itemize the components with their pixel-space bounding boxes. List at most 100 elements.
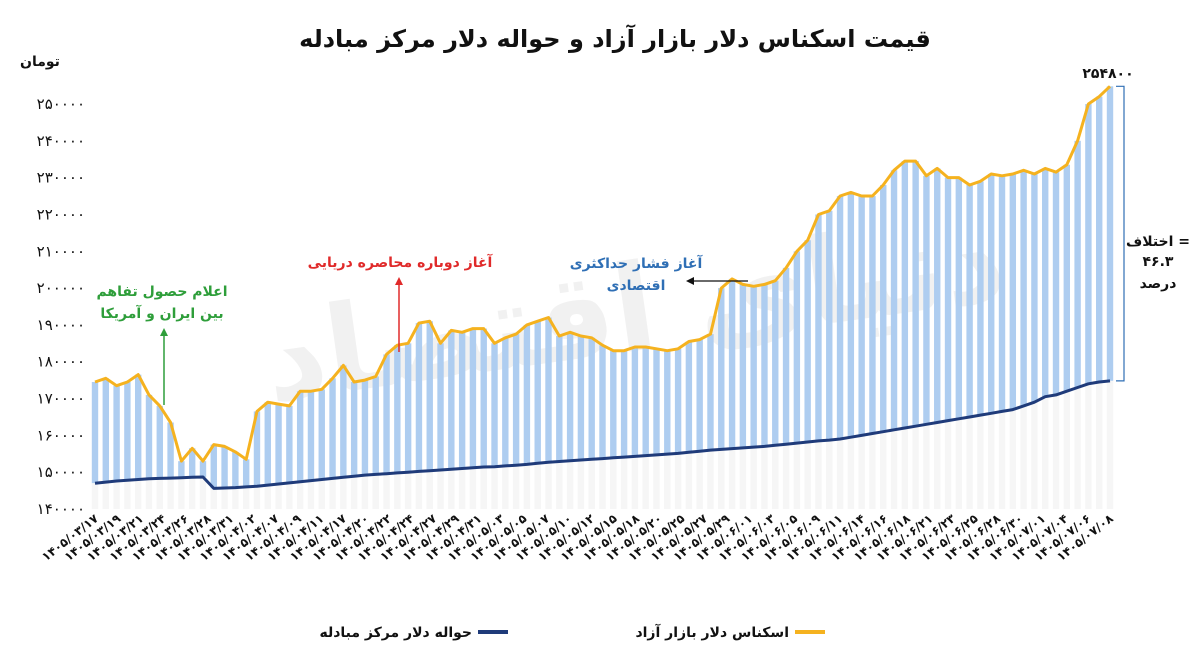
base-bar bbox=[415, 471, 423, 509]
difference-bracket bbox=[1116, 85, 1125, 382]
base-bar bbox=[221, 488, 228, 509]
y-tick-label: ۱۶۰۰۰۰ bbox=[37, 426, 85, 444]
fill-bar bbox=[1031, 173, 1038, 403]
base-bar bbox=[998, 411, 1006, 509]
base-bar bbox=[707, 450, 714, 509]
base-bar bbox=[329, 478, 336, 509]
fill-bar bbox=[156, 405, 163, 479]
annotation-pressure-line2: اقتصادی bbox=[607, 278, 666, 294]
fill-bar bbox=[275, 404, 282, 484]
y-axis: ۱۴۰۰۰۰ ۱۵۰۰۰۰ ۱۶۰۰۰۰ ۱۷۰۰۰۰ ۱۸۰۰۰۰ ۱۹۰۰۰۰ ۲۰۰۰… bbox=[37, 95, 85, 518]
base-bar bbox=[566, 460, 574, 509]
base-bar bbox=[901, 428, 909, 509]
fill-bar bbox=[113, 385, 120, 482]
base-bar bbox=[934, 422, 941, 509]
base-bar bbox=[199, 476, 207, 509]
base-bar bbox=[923, 424, 930, 509]
base-bar bbox=[545, 462, 552, 509]
fill-bar bbox=[1063, 164, 1071, 392]
fill-bar bbox=[145, 394, 153, 479]
fill-bar bbox=[631, 347, 639, 457]
fill-bars-group bbox=[91, 86, 1114, 509]
fill-bar bbox=[307, 391, 315, 481]
fill-bar bbox=[167, 422, 174, 479]
fill-bar bbox=[188, 448, 196, 478]
y-axis-unit-label: تومان bbox=[20, 54, 60, 70]
base-bar bbox=[966, 416, 973, 509]
fill-bar bbox=[955, 177, 963, 419]
base-bar bbox=[1085, 383, 1092, 509]
fill-bar bbox=[502, 337, 509, 466]
agreement-arrowhead bbox=[160, 328, 168, 336]
fill-bar bbox=[394, 345, 401, 473]
fill-bar bbox=[1020, 170, 1027, 406]
base-bar bbox=[372, 474, 379, 509]
fill-bar bbox=[134, 374, 142, 480]
annotation-agreement-line2: بین ایران و آمریکا bbox=[100, 304, 223, 322]
base-bar bbox=[653, 454, 660, 509]
y-tick-label: ۲۵۰۰۰۰ bbox=[37, 95, 85, 113]
fill-bar bbox=[512, 334, 520, 466]
fill-bar bbox=[793, 251, 801, 444]
fill-bar bbox=[1009, 173, 1017, 410]
fill-bar bbox=[685, 341, 693, 453]
fill-bar bbox=[329, 378, 336, 479]
base-bar bbox=[977, 415, 984, 509]
fill-bar bbox=[340, 365, 347, 478]
base-bar bbox=[491, 466, 498, 509]
annotation-pressure-line1: آغاز فشار حداکثری bbox=[570, 254, 704, 272]
base-bar bbox=[145, 478, 153, 509]
base-bar bbox=[826, 440, 833, 509]
base-bar bbox=[890, 429, 898, 509]
chart-title: قیمت اسکناس دلار بازار آزاد و حواله دلار… bbox=[299, 24, 931, 53]
fill-bar bbox=[210, 444, 217, 489]
base-bar bbox=[728, 448, 736, 509]
y-tick-label: ۱۸۰۰۰۰ bbox=[37, 353, 85, 371]
base-bar bbox=[696, 451, 703, 509]
fill-bar bbox=[534, 321, 541, 464]
fill-bar bbox=[642, 347, 649, 456]
base-bar bbox=[404, 472, 412, 509]
fill-bar bbox=[653, 348, 660, 455]
fill-bar bbox=[718, 288, 725, 450]
y-tick-label: ۲۴۰۰۰۰ bbox=[37, 132, 85, 150]
fill-bar bbox=[858, 196, 865, 436]
fill-bar bbox=[1096, 96, 1103, 382]
fill-bar bbox=[296, 391, 304, 482]
base-bar bbox=[750, 447, 757, 509]
annotation-difference-line1: اختلاف = bbox=[1126, 234, 1190, 250]
fill-bar bbox=[566, 332, 574, 461]
fill-bar bbox=[739, 284, 747, 448]
fill-bar bbox=[901, 161, 909, 428]
base-bar bbox=[512, 465, 520, 509]
fill-bar bbox=[988, 173, 995, 414]
y-tick-label: ۱۵۰۰۰۰ bbox=[37, 463, 85, 481]
fill-bar bbox=[1106, 86, 1114, 381]
base-bar bbox=[1042, 396, 1049, 509]
x-axis: ۱۴۰۵/۰۳/۱۷۱۴۰۵/۰۳/۱۹۱۴۰۵/۰۳/۲۱۱۴۰۵/۰۳/۲۴… bbox=[39, 511, 1116, 564]
fill-bar bbox=[383, 354, 390, 474]
base-bar bbox=[804, 441, 811, 509]
base-bar bbox=[361, 475, 369, 509]
base-bar bbox=[793, 443, 801, 509]
fill-bar bbox=[707, 334, 714, 451]
fill-bar bbox=[545, 317, 552, 463]
base-bar bbox=[232, 487, 239, 509]
base-bar bbox=[1020, 405, 1027, 509]
fill-bar bbox=[102, 378, 109, 483]
base-bar bbox=[599, 458, 606, 509]
fill-bar bbox=[242, 459, 250, 487]
fill-bar bbox=[998, 175, 1006, 412]
fill-bar bbox=[782, 267, 790, 445]
fill-bar bbox=[869, 196, 876, 434]
annotation-blockade: آغاز دوباره محاصره دریایی bbox=[308, 253, 494, 271]
base-bar bbox=[1074, 387, 1081, 509]
fill-bar bbox=[815, 214, 822, 441]
fill-bar bbox=[480, 328, 487, 468]
annotation-last-value: ۲۵۴۸۰۰ bbox=[1082, 66, 1133, 82]
series-line-exchange-center bbox=[94, 379, 1111, 490]
base-bar bbox=[502, 465, 509, 509]
base-bar bbox=[1031, 402, 1038, 509]
